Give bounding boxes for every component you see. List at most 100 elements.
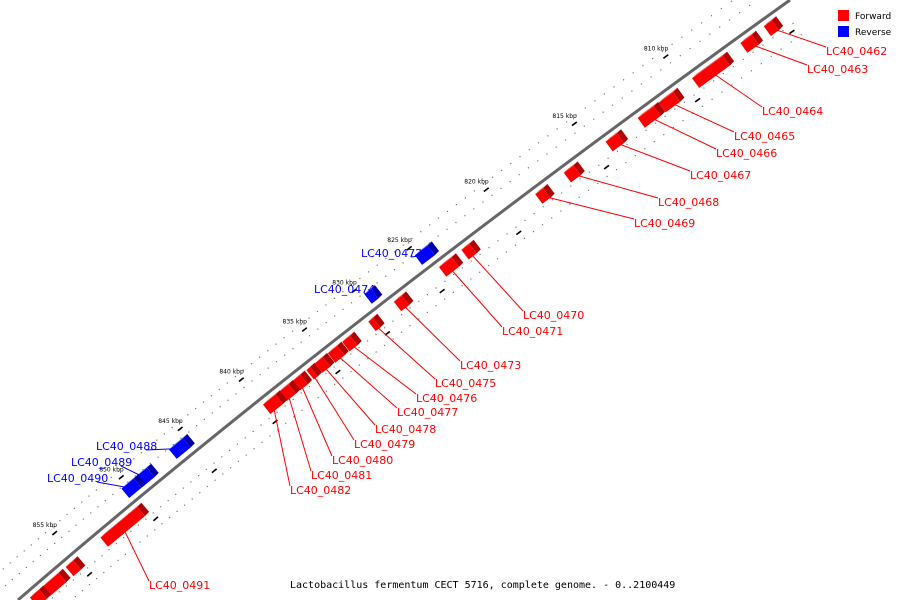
gene-LC40_0469[interactable] bbox=[535, 184, 555, 204]
gene-label[interactable]: LC40_0467 bbox=[690, 169, 751, 182]
guide-dot bbox=[518, 174, 520, 176]
guide-dot bbox=[692, 112, 694, 115]
guide-dot bbox=[333, 366, 335, 368]
tick-label: 850 kbp bbox=[99, 466, 124, 473]
guide-dot bbox=[626, 143, 628, 145]
guide-dot bbox=[245, 454, 247, 456]
guide-dot bbox=[650, 76, 652, 78]
guide-dot bbox=[722, 73, 724, 75]
gene-label[interactable]: LC40_0473 bbox=[460, 359, 521, 372]
gene-label[interactable]: LC40_0464 bbox=[762, 105, 823, 118]
guide-dot bbox=[292, 398, 294, 401]
guide-dot bbox=[195, 407, 197, 410]
chromosome-backbone bbox=[17, 0, 791, 600]
gene-LC40_0472[interactable] bbox=[414, 241, 439, 265]
gene-side-face bbox=[469, 239, 481, 254]
guide-dot bbox=[325, 322, 327, 324]
guide-dot bbox=[578, 196, 580, 198]
guide-dot bbox=[58, 591, 60, 593]
guide-dot bbox=[479, 271, 481, 273]
guide-dot bbox=[713, 80, 715, 82]
gene-leader-line bbox=[572, 173, 659, 199]
gene-LC40_0467[interactable] bbox=[605, 129, 629, 152]
gene-side-face bbox=[401, 291, 414, 306]
gene-front-face bbox=[100, 506, 145, 547]
gene-side-face bbox=[751, 30, 763, 45]
guide-dot bbox=[402, 262, 404, 264]
guide-dot bbox=[411, 237, 413, 239]
guide-dot bbox=[409, 307, 411, 309]
gene-label[interactable]: LC40_0475 bbox=[435, 377, 496, 390]
guide-dot bbox=[301, 409, 303, 411]
guide-dot bbox=[191, 498, 193, 500]
guide-dot bbox=[510, 162, 512, 165]
gene-label[interactable]: LC40_0482 bbox=[290, 484, 351, 497]
gene-label[interactable]: LC40_0480 bbox=[332, 454, 393, 467]
gene-label[interactable]: LC40_0479 bbox=[354, 438, 415, 451]
gene-label[interactable]: LC40_0462 bbox=[826, 45, 887, 58]
gene-label[interactable]: LC40_0472 bbox=[361, 247, 422, 260]
gene-label[interactable]: LC40_0481 bbox=[311, 469, 372, 482]
gene-label[interactable]: LC40_0478 bbox=[375, 423, 436, 436]
guide-dot bbox=[570, 185, 572, 187]
gene-label[interactable]: LC40_0474 bbox=[314, 283, 375, 296]
guide-dot bbox=[300, 392, 302, 394]
gene-label[interactable]: LC40_0490 bbox=[47, 472, 108, 485]
gene-LC40_0462[interactable] bbox=[763, 16, 784, 36]
gene-top-face bbox=[461, 239, 474, 250]
gene-LC40_0465[interactable] bbox=[658, 87, 685, 113]
gene-LC40_0475[interactable] bbox=[368, 313, 385, 332]
gene-fragment[interactable] bbox=[41, 568, 71, 597]
gene-label[interactable]: LC40_0489 bbox=[71, 456, 132, 469]
guide-dot bbox=[54, 542, 56, 544]
guide-dot bbox=[81, 501, 83, 503]
guide-dot bbox=[237, 460, 239, 462]
gene-label[interactable]: LC40_0491 bbox=[149, 579, 210, 592]
gene-fragment[interactable] bbox=[29, 585, 51, 600]
gene-LC40_0491[interactable] bbox=[100, 502, 150, 547]
gene-front-face bbox=[65, 560, 82, 577]
gene-label[interactable]: LC40_0466 bbox=[716, 147, 777, 160]
guide-dot bbox=[594, 100, 596, 102]
gene-label[interactable]: LC40_0465 bbox=[734, 130, 795, 143]
gene-label[interactable]: LC40_0469 bbox=[634, 217, 695, 230]
gene-label[interactable]: LC40_0470 bbox=[523, 309, 584, 322]
guide-dot bbox=[182, 487, 184, 489]
gene-LC40_0468[interactable] bbox=[563, 161, 585, 183]
gene-top-face bbox=[65, 556, 78, 567]
guide-dot bbox=[679, 55, 681, 57]
guide-dot bbox=[780, 48, 782, 50]
gene-LC40_0490[interactable] bbox=[121, 474, 146, 498]
guide-dot bbox=[444, 280, 446, 282]
gene-LC40_0470[interactable] bbox=[461, 239, 481, 260]
guide-dot bbox=[669, 62, 672, 64]
guide-dot bbox=[492, 176, 494, 178]
guide-dot bbox=[276, 411, 278, 413]
guide-dot bbox=[663, 134, 665, 136]
gene-front-face bbox=[740, 34, 759, 53]
guide-dot bbox=[426, 294, 428, 296]
gene-label[interactable]: LC40_0463 bbox=[807, 63, 868, 76]
gene-label[interactable]: LC40_0471 bbox=[502, 325, 563, 338]
guide-dot bbox=[383, 327, 386, 329]
gene-side-face bbox=[310, 362, 322, 377]
gene-label[interactable]: LC40_0477 bbox=[397, 406, 458, 419]
guide-dot bbox=[211, 412, 213, 414]
gene-label[interactable]: LC40_0468 bbox=[658, 196, 719, 209]
gene-fragment[interactable] bbox=[65, 556, 86, 577]
guide-dot bbox=[401, 331, 403, 333]
guide-dot bbox=[73, 507, 75, 509]
guide-dot bbox=[187, 414, 189, 416]
guide-dot bbox=[699, 40, 701, 42]
tick-mark bbox=[694, 97, 701, 103]
gene-top-face bbox=[368, 313, 378, 322]
guide-dot bbox=[199, 492, 201, 494]
guide-dot bbox=[640, 83, 643, 85]
gene-label[interactable]: LC40_0476 bbox=[416, 392, 477, 405]
guide-dot bbox=[524, 219, 526, 221]
gene-LC40_0464[interactable] bbox=[692, 51, 735, 88]
gene-label[interactable]: LC40_0488 bbox=[96, 440, 157, 453]
guide-dot bbox=[435, 305, 437, 307]
gene-LC40_0463[interactable] bbox=[740, 30, 763, 53]
